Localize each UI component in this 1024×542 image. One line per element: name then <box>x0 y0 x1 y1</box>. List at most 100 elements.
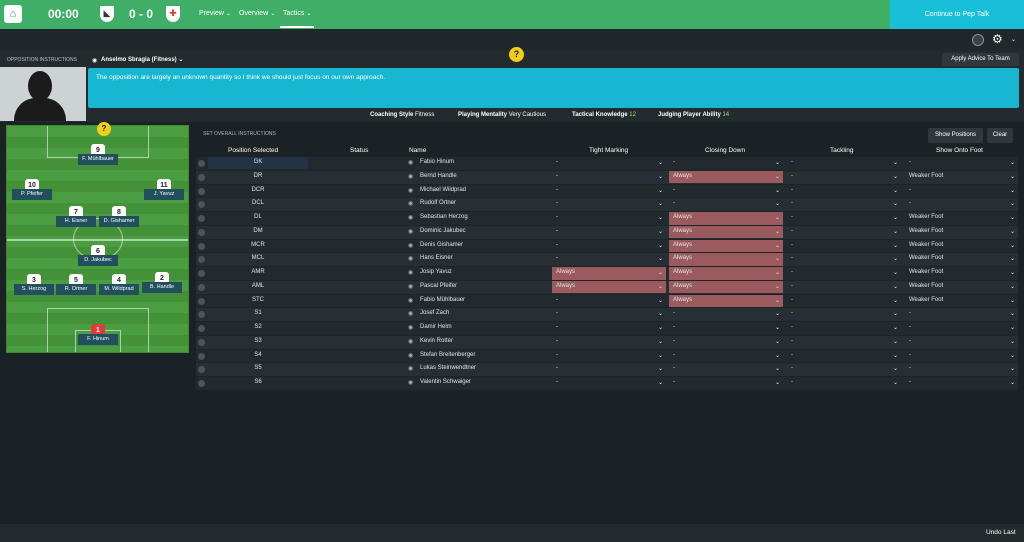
closing-select[interactable]: Always ⌄ <box>669 170 783 184</box>
tight-select[interactable]: - ⌄ <box>556 214 663 221</box>
tackling-select[interactable]: - ⌄ <box>791 159 898 166</box>
player-name[interactable]: Fabio Hinum <box>420 159 455 165</box>
foot-select[interactable]: Weaker Foot ⌄ <box>909 172 1015 180</box>
tackling-select[interactable]: - ⌄ <box>791 200 898 208</box>
clear-button[interactable]: Clear <box>987 128 1013 143</box>
closing-select[interactable]: Always ⌄ <box>669 239 783 252</box>
chevron-down-icon[interactable]: ⌄ <box>1011 37 1017 43</box>
row-select-radio[interactable] <box>198 283 205 291</box>
tackling-select[interactable]: - ⌄ <box>791 337 898 345</box>
tight-select[interactable]: - ⌄ <box>556 186 663 194</box>
player-name[interactable]: Valentin Schwaiger <box>420 379 471 385</box>
pitch-player[interactable]: 2 B. Handle <box>142 272 182 296</box>
tackling-select[interactable]: - ⌄ <box>791 241 898 249</box>
pitch-player[interactable]: 11 J. Yavuz <box>144 179 184 203</box>
foot-select[interactable]: Weaker Foot ⌄ <box>909 269 1015 276</box>
tight-select[interactable]: - ⌄ <box>556 159 663 166</box>
pitch-player[interactable]: 3 S. Herzog <box>14 274 54 298</box>
tackling-select[interactable]: - ⌄ <box>791 282 898 290</box>
player-name[interactable]: Lukas Steinwendtner <box>420 365 477 372</box>
row-select-radio[interactable] <box>198 311 205 319</box>
closing-select[interactable]: Always ⌄ <box>669 225 783 239</box>
pitch-player[interactable]: 1 F. Hinum <box>78 324 118 348</box>
record-icon[interactable] <box>972 34 984 46</box>
row-select-radio[interactable] <box>198 338 205 346</box>
row-select-radio[interactable] <box>198 366 205 374</box>
tight-select[interactable]: - ⌄ <box>556 172 663 180</box>
player-name[interactable]: Josip Yavuz <box>420 269 452 275</box>
row-select-radio[interactable] <box>198 380 205 387</box>
undo-button[interactable]: Undo Last <box>986 529 1016 536</box>
tight-select[interactable]: - ⌄ <box>556 200 663 208</box>
row-select-radio[interactable] <box>198 270 205 277</box>
closing-select[interactable]: Always ⌄ <box>669 212 783 225</box>
tackling-select[interactable]: - ⌄ <box>791 365 898 373</box>
closing-select[interactable]: Always ⌄ <box>669 267 783 280</box>
tight-select[interactable]: - ⌄ <box>556 351 663 359</box>
player-name[interactable]: Pascal Pfeifer <box>420 282 458 289</box>
row-select-radio[interactable] <box>198 242 205 250</box>
row-select-radio[interactable] <box>198 297 205 305</box>
foot-select[interactable]: - ⌄ <box>909 186 1015 194</box>
row-select-radio[interactable] <box>198 173 205 181</box>
pitch-player[interactable]: 8 D. Gishamer <box>99 206 139 230</box>
tight-select[interactable]: - ⌄ <box>556 227 663 235</box>
menu-tactics[interactable]: Tactics ⌄ <box>283 10 312 17</box>
continue-button[interactable]: Continue to Pep Talk <box>890 0 1024 29</box>
player-name[interactable]: Bernd Handle <box>420 172 457 179</box>
tackling-select[interactable]: - ⌄ <box>791 227 898 235</box>
coach-select[interactable]: Anselmo Sbragia (Fitness) ⌄ <box>101 57 184 63</box>
tackling-select[interactable]: - ⌄ <box>791 186 898 194</box>
row-select-radio[interactable] <box>198 325 205 332</box>
menu-overview[interactable]: Overview ⌄ <box>239 10 276 17</box>
apply-advice-button[interactable]: Apply Advice To Team <box>942 53 1019 66</box>
player-name[interactable]: Damir Helm <box>420 324 452 330</box>
foot-select[interactable]: - ⌄ <box>909 159 1015 166</box>
closing-select[interactable]: - ⌄ <box>673 337 780 345</box>
closing-select[interactable]: - ⌄ <box>673 200 780 208</box>
tight-select[interactable]: - ⌄ <box>556 310 663 318</box>
closing-select[interactable]: - ⌄ <box>673 186 780 194</box>
foot-select[interactable]: - ⌄ <box>909 365 1015 373</box>
foot-select[interactable]: - ⌄ <box>909 351 1015 359</box>
foot-select[interactable]: - ⌄ <box>909 324 1015 331</box>
row-select-radio[interactable] <box>198 187 205 195</box>
tackling-select[interactable]: - ⌄ <box>791 269 898 276</box>
foot-select[interactable]: Weaker Foot ⌄ <box>909 282 1015 290</box>
pitch-player[interactable]: 10 P. Pfeifer <box>12 179 52 203</box>
tackling-select[interactable]: - ⌄ <box>791 172 898 180</box>
pitch-player[interactable]: 5 R. Ortner <box>56 274 96 298</box>
row-select-radio[interactable] <box>198 256 205 264</box>
help-icon[interactable]: ? <box>509 47 524 62</box>
player-name[interactable]: Kevin Rotter <box>420 337 454 344</box>
foot-select[interactable]: Weaker Foot ⌄ <box>909 241 1015 249</box>
home-icon[interactable]: ⌂ <box>4 5 22 23</box>
player-name[interactable]: Denis Gishamer <box>420 241 464 248</box>
show-positions-button[interactable]: Show Positions <box>928 128 983 143</box>
tight-select[interactable]: - ⌄ <box>556 379 663 386</box>
foot-select[interactable]: - ⌄ <box>909 337 1015 345</box>
player-name[interactable]: Fabio Mühlbauer <box>420 296 466 303</box>
row-select-radio[interactable] <box>198 215 205 222</box>
closing-select[interactable]: - ⌄ <box>673 351 780 359</box>
tackling-select[interactable]: - ⌄ <box>791 324 898 331</box>
foot-select[interactable]: - ⌄ <box>909 379 1015 386</box>
tackling-select[interactable]: - ⌄ <box>791 310 898 318</box>
player-name[interactable]: Michael Wildprad <box>420 186 467 193</box>
closing-select[interactable]: - ⌄ <box>673 365 780 373</box>
foot-select[interactable]: Weaker Foot ⌄ <box>909 255 1015 263</box>
tight-select[interactable]: - ⌄ <box>556 365 663 373</box>
tackling-select[interactable]: - ⌄ <box>791 255 898 263</box>
closing-select[interactable]: - ⌄ <box>673 310 780 318</box>
gear-icon[interactable]: ⚙ <box>992 32 1003 46</box>
closing-select[interactable]: - ⌄ <box>673 324 780 331</box>
tight-select[interactable]: - ⌄ <box>556 337 663 345</box>
tight-select[interactable]: - ⌄ <box>556 296 663 304</box>
closing-select[interactable]: Always ⌄ <box>669 253 783 266</box>
tight-select[interactable]: - ⌄ <box>556 255 663 263</box>
pitch-player[interactable]: 9 F. Mühlbauer <box>78 144 118 168</box>
row-select-radio[interactable] <box>198 160 205 167</box>
player-name[interactable]: Dominic Jakubec <box>420 227 466 234</box>
player-name[interactable]: Rudolf Ortner <box>420 200 457 207</box>
pitch-player[interactable]: 6 D. Jakubec <box>78 245 118 269</box>
